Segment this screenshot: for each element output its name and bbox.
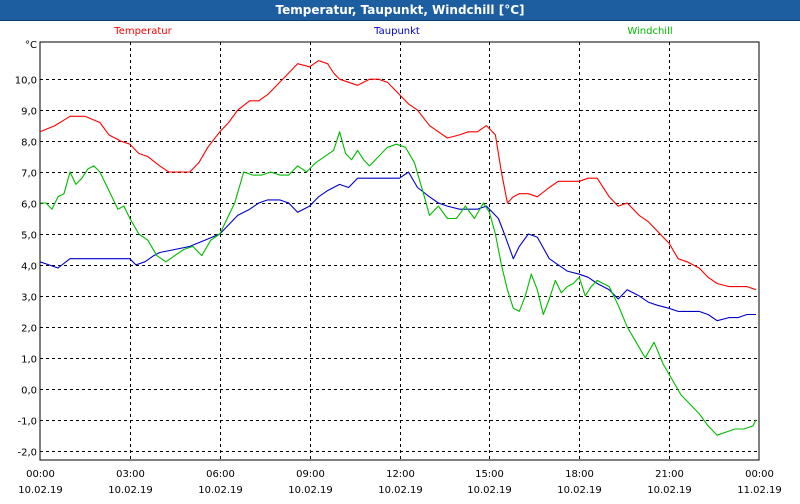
x-tick-time-label: 12:00 — [386, 469, 415, 480]
series-line-temperatur — [39, 60, 757, 291]
plot-frame — [39, 41, 760, 461]
y-tick-label: 5,0 — [21, 231, 37, 242]
line-chart: -2,0 -1,0 0,0 1,0 2,0 3,0 4,0 5,0 6,0 7,0 8,0 9,0 10… — [15, 26, 782, 496]
legend-label-windchill: Windchill — [627, 26, 672, 37]
x-tick-date-label: 10.02.19 — [108, 485, 153, 496]
x-tick-time-label: 21:00 — [655, 469, 684, 480]
y-tick-label: 2,0 — [21, 324, 37, 335]
y-tick-label: 8,0 — [21, 138, 37, 149]
y-tick-label: 4,0 — [21, 262, 37, 273]
y-tick-label: -2,0 — [17, 448, 37, 459]
y-tick-label: 0,0 — [21, 386, 37, 397]
x-tick-date-label: 10.02.19 — [378, 485, 423, 496]
y-tick-label: 9,0 — [21, 107, 37, 118]
x-tick-time-label: 06:00 — [206, 469, 235, 480]
y-tick-label: -1,0 — [17, 417, 37, 428]
x-tick-date-label: 10.02.19 — [198, 485, 243, 496]
x-tick-time-label: 00:00 — [26, 469, 55, 480]
title-bar: Temperatur, Taupunkt, Windchill [°C] — [0, 0, 800, 21]
legend-label-temperatur: Temperatur — [113, 26, 172, 37]
x-tick-date-label: 10.02.19 — [18, 485, 63, 496]
y-tick-label: 3,0 — [21, 293, 37, 304]
series-line-taupunkt — [39, 171, 756, 322]
y-tick-label: 1,0 — [21, 355, 37, 366]
legend-label-taupunkt: Taupunkt — [373, 26, 420, 37]
x-tick-date-label: 11.02.19 — [737, 485, 782, 496]
y-tick-label: 10,0 — [15, 76, 37, 87]
x-tick-time-label: 03:00 — [116, 469, 145, 480]
x-tick-date-label: 10.02.19 — [647, 485, 692, 496]
x-tick-date-label: 10.02.19 — [557, 485, 602, 496]
series-line-windchill — [40, 131, 757, 436]
y-tick-label: 6,0 — [21, 200, 37, 211]
x-tick-time-label: 18:00 — [565, 469, 594, 480]
x-tick-date-label: 10.02.19 — [288, 485, 333, 496]
x-tick-time-label: 09:00 — [296, 469, 325, 480]
y-axis-unit-label: °C — [25, 40, 37, 51]
y-tick-label: 7,0 — [21, 169, 37, 180]
chart-title: Temperatur, Taupunkt, Windchill [°C] — [275, 3, 525, 17]
x-tick-time-label: 00:00 — [745, 469, 774, 480]
x-tick-time-label: 15:00 — [475, 469, 504, 480]
x-tick-date-label: 10.02.19 — [467, 485, 512, 496]
chart-area: -2,0 -1,0 0,0 1,0 2,0 3,0 4,0 5,0 6,0 7,0 8,0 9,0 10… — [0, 21, 800, 500]
